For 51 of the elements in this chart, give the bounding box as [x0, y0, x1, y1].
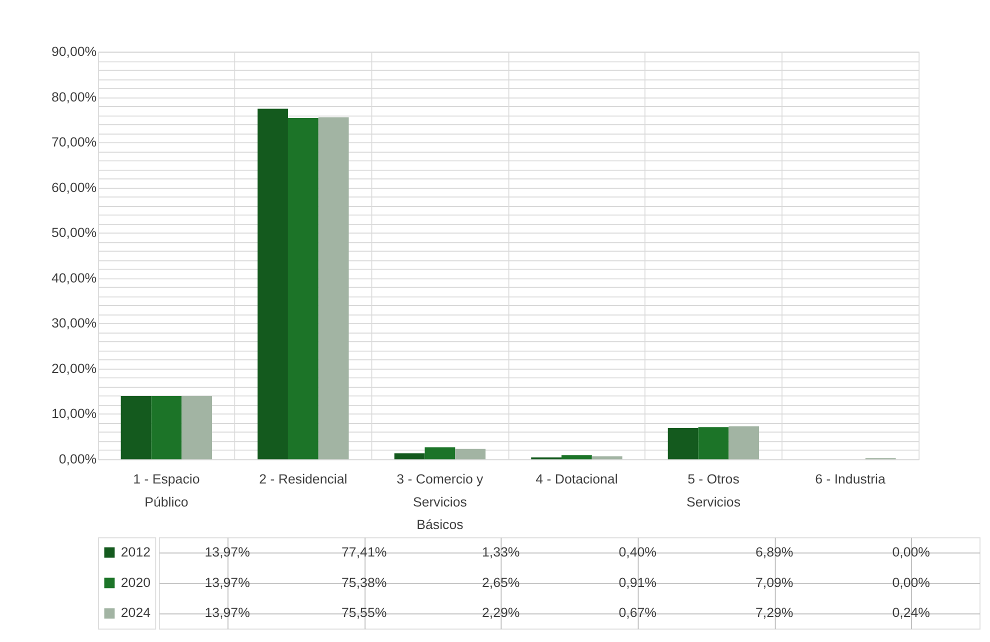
y-tick-label: 10,00% — [51, 406, 97, 422]
x-tick-label: 6 - Industria — [815, 471, 886, 486]
bar — [394, 453, 425, 460]
bar — [120, 396, 152, 460]
data-label: 6,89% — [756, 544, 794, 560]
y-tick-label: 30,00% — [51, 316, 97, 331]
data-label: 7,09% — [756, 574, 794, 590]
bar — [151, 396, 182, 460]
data-label: 7,29% — [756, 605, 794, 620]
bar — [288, 118, 318, 460]
data-label: 1,33% — [482, 544, 520, 560]
data-label: 0,67% — [618, 605, 657, 620]
x-tick-label: 5 - Otros Servicios — [686, 471, 741, 510]
y-tick-label: 40,00% — [51, 270, 97, 286]
data-label: 75,38% — [342, 574, 387, 590]
data-label: 2,29% — [482, 605, 520, 620]
bar — [668, 428, 698, 460]
bar — [182, 396, 212, 460]
bar — [562, 455, 592, 460]
y-tick-label: 90,00% — [51, 44, 97, 60]
legend-label: 2012 — [120, 544, 151, 560]
data-label: 0,91% — [618, 574, 657, 590]
bar — [424, 447, 456, 460]
data-label: 2,65% — [482, 574, 520, 590]
y-tick-label: 50,00% — [51, 225, 97, 240]
bar — [318, 117, 349, 460]
data-label: 13,97% — [204, 574, 250, 590]
data-label: 0,00% — [892, 544, 930, 560]
data-label: 75,55% — [342, 605, 387, 620]
y-tick-label: 20,00% — [51, 360, 97, 376]
data-label: 13,97% — [204, 544, 250, 560]
x-tick-label: 4 - Dotacional — [536, 471, 618, 486]
data-label: 0,00% — [892, 574, 930, 590]
bar — [455, 448, 486, 460]
bar — [258, 108, 288, 460]
bar — [698, 427, 729, 460]
x-tick-label: 3 - Comercio y Servicios Básicos — [396, 471, 484, 532]
y-tick-label: 60,00% — [51, 180, 97, 195]
data-label: 13,97% — [204, 605, 250, 620]
data-label: 77,41% — [342, 544, 387, 560]
bar — [728, 426, 760, 460]
y-tick-label: 0,00% — [58, 452, 97, 467]
x-tick-label: 2 - Residencial — [259, 471, 348, 486]
y-tick-label: 70,00% — [51, 134, 97, 150]
data-label: 0,40% — [618, 544, 657, 560]
legend-label: 2024 — [120, 605, 152, 620]
legend-label: 2020 — [120, 574, 151, 590]
bar — [592, 456, 622, 460]
y-tick-label: 80,00% — [51, 89, 97, 104]
x-tick-label: 1 - Espacio Público — [133, 471, 200, 510]
data-label: 0,24% — [892, 605, 930, 620]
